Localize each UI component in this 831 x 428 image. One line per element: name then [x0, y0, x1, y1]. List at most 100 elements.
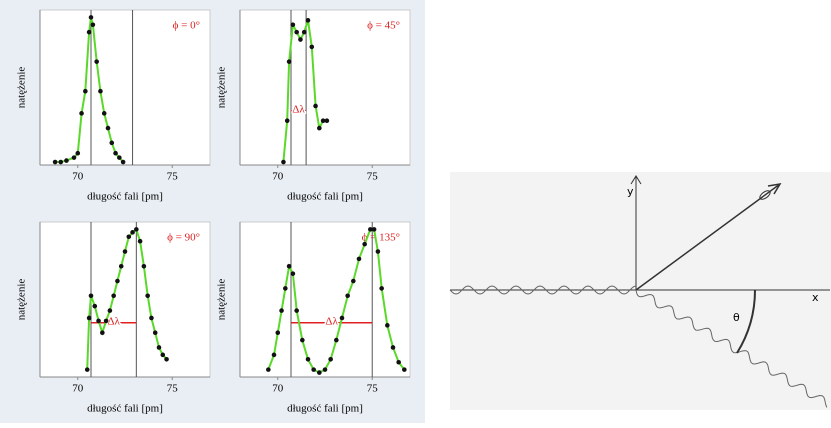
data-point: [149, 315, 154, 321]
data-point: [371, 227, 377, 232]
data-point: [107, 308, 113, 313]
data-point: [356, 256, 362, 262]
plot-area: [239, 221, 411, 378]
data-point: [334, 337, 339, 343]
data-point: [396, 359, 401, 365]
data-point: [75, 150, 81, 156]
angle-annotation: ϕ = 0°: [173, 20, 200, 32]
x-axis-title: długość fali [pm]: [87, 403, 163, 415]
data-point: [101, 111, 107, 116]
data-point: [324, 118, 330, 124]
angle-annotation: ϕ = 135°: [362, 232, 400, 244]
x-tick-label: 70: [72, 171, 84, 183]
delta-label: Δλ: [107, 315, 120, 327]
data-point: [275, 330, 281, 336]
data-point: [281, 159, 286, 165]
data-point: [86, 315, 92, 321]
data-point: [328, 356, 333, 362]
data-point: [313, 103, 318, 109]
data-point: [390, 345, 396, 350]
data-point: [339, 315, 345, 321]
data-point: [305, 18, 311, 23]
data-point: [345, 293, 350, 299]
data-point: [84, 367, 90, 372]
data-point: [111, 293, 116, 299]
y-axis-title: natężenie: [16, 279, 28, 321]
incoming-wave: [449, 285, 637, 295]
plot-area: [239, 9, 411, 166]
data-point: [301, 29, 307, 35]
diagram-background: [450, 172, 831, 410]
data-point: [134, 227, 139, 232]
data-point: [58, 159, 64, 165]
x-axis-title: długość fali [pm]: [287, 403, 363, 415]
data-point: [103, 318, 109, 324]
data-point: [385, 323, 390, 328]
data-point: [130, 230, 135, 235]
data-point: [164, 356, 169, 362]
data-point: [322, 367, 328, 372]
x-tick-label: 70: [272, 171, 284, 183]
data-point: [115, 278, 120, 284]
data-point: [375, 249, 381, 254]
data-point: [379, 286, 384, 291]
data-point: [317, 370, 322, 375]
data-point: [284, 118, 290, 124]
data-point: [298, 37, 303, 42]
data-point: [294, 29, 299, 35]
data-point: [137, 238, 143, 244]
x-axis-title: długość fali [pm]: [287, 191, 363, 203]
angle-arc: [736, 289, 757, 354]
data-point: [351, 278, 356, 284]
data-point: [300, 337, 305, 343]
data-point: [320, 118, 326, 124]
diagram: [449, 175, 830, 408]
data-point: [311, 367, 316, 372]
data-point: [120, 159, 126, 165]
data-point: [64, 158, 69, 163]
data-point: [117, 155, 122, 160]
data-point: [286, 263, 292, 269]
data-point: [290, 22, 296, 28]
data-point: [141, 263, 147, 269]
data-point: [305, 356, 311, 362]
data-point: [145, 293, 150, 299]
data-point: [283, 286, 288, 291]
data-point: [118, 263, 124, 269]
data-point: [309, 44, 315, 50]
data-point: [100, 330, 105, 336]
photon-direction: [635, 183, 781, 291]
data-point: [156, 345, 162, 350]
data-point: [160, 352, 166, 358]
data-point: [122, 249, 128, 254]
x-tick-label: 70: [272, 383, 284, 395]
data-point: [317, 125, 322, 131]
data-point: [113, 150, 118, 156]
y-axis-title: natężenie: [216, 279, 228, 321]
angle-annotation: ϕ = 90°: [167, 232, 200, 244]
data-point: [88, 293, 94, 299]
data-point: [266, 367, 271, 372]
data-point: [96, 318, 101, 324]
data-point: [126, 234, 132, 240]
data-point: [271, 352, 277, 358]
photon-arrow: [767, 182, 782, 195]
data-point: [294, 308, 299, 313]
x-tick-label: 75: [367, 171, 379, 183]
delta-label: Δλ: [325, 315, 338, 327]
data-point: [52, 159, 58, 165]
x-axis-title: długość fali [pm]: [87, 191, 163, 203]
x-tick-label: 70: [72, 383, 84, 395]
data-point: [88, 15, 94, 20]
data-point: [83, 88, 88, 94]
data-point: [152, 330, 158, 336]
photon-packet: [759, 190, 771, 200]
data-point: [71, 155, 77, 160]
y-arrow: [630, 175, 642, 185]
x-tick-label: 75: [367, 383, 379, 395]
data-point: [286, 59, 292, 64]
scattered-wave: [635, 289, 828, 408]
plot-area: [39, 221, 211, 378]
data-point: [79, 111, 84, 116]
